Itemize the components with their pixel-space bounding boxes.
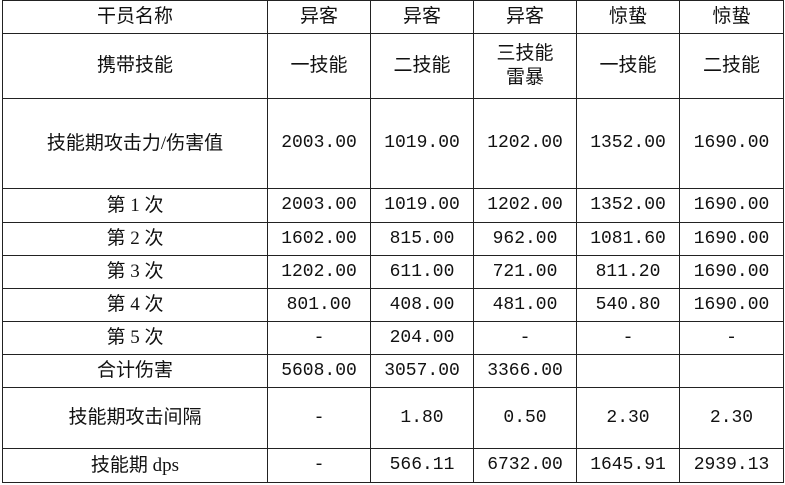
value-cell: 481.00 — [473, 288, 577, 322]
value-cell: 5608.00 — [267, 354, 371, 388]
row-label: 技能期攻击力/伤害值 — [2, 98, 268, 189]
value-cell: 1690.00 — [679, 255, 784, 289]
table-row: 第 1 次 2003.00 1019.00 1202.00 1352.00 1690.00 — [2, 188, 784, 223]
skill-name: 二技能 — [679, 33, 784, 99]
value-cell: 204.00 — [370, 321, 474, 355]
value-cell: 1202.00 — [473, 98, 577, 189]
value-cell: 1.80 — [370, 387, 474, 449]
table-row: 第 3 次 1202.00 611.00 721.00 811.20 1690.00 — [2, 255, 784, 289]
value-cell: - — [679, 321, 784, 355]
value-cell: 801.00 — [267, 288, 371, 322]
row-label: 第 3 次 — [2, 255, 268, 289]
table-row: 技能期攻击间隔 -1.80 0.50 2.30 2.30 — [2, 387, 784, 449]
header-row: 干员名称 异客 异客 异客 惊蛰 惊蛰 — [2, 0, 784, 34]
row-label: 第 4 次 — [2, 288, 268, 322]
value-cell — [576, 354, 680, 388]
operator-name: 异客 — [267, 0, 371, 34]
value-cell: 1645.91 — [576, 448, 680, 483]
value-cell: 962.00 — [473, 222, 577, 256]
operator-name: 惊蛰 — [679, 0, 784, 34]
value-cell: 1690.00 — [679, 98, 784, 189]
operator-name: 异客 — [473, 0, 577, 34]
table-row: 技能期攻击力/伤害值 2003.00 1019.00 1202.00 1352.00 16… — [2, 98, 784, 189]
value-cell — [679, 354, 784, 388]
skill-row: 携带技能 一技能 二技能 三技能 雷暴 一技能 二技能 — [2, 33, 784, 99]
value-cell: 815.00 — [370, 222, 474, 256]
row-label: 技能期 dps — [2, 448, 268, 483]
skill-label: 携带技能 — [2, 33, 268, 99]
value-cell: 2003.00 — [267, 188, 371, 223]
table-row: 合计伤害 5608.00 3057.00 3366.00 — [2, 354, 784, 388]
value-cell: 1352.00 — [576, 188, 680, 223]
value-cell: 1690.00 — [679, 288, 784, 322]
value-cell: 3366.00 — [473, 354, 577, 388]
operator-name: 异客 — [370, 0, 474, 34]
skill-name: 三技能 雷暴 — [473, 33, 577, 99]
value-cell: 811.20 — [576, 255, 680, 289]
value-cell: 2939.13 — [679, 448, 784, 483]
value-cell: 6732.00 — [473, 448, 577, 483]
value-cell: 3057.00 — [370, 354, 474, 388]
row-label: 技能期攻击间隔 — [2, 387, 268, 449]
table-row: 第 4 次 801.00 408.00 481.00 540.80 1690.00 — [2, 288, 784, 322]
row-label: 第 5 次 — [2, 321, 268, 355]
row-label: 第 2 次 — [2, 222, 268, 256]
value-cell: 2.30 — [679, 387, 784, 449]
value-cell: - — [267, 321, 371, 355]
value-cell: 1202.00 — [473, 188, 577, 223]
value-cell: 1081.60 — [576, 222, 680, 256]
header-label: 干员名称 — [2, 0, 268, 34]
row-label: 合计伤害 — [2, 354, 268, 388]
skill-name: 一技能 — [576, 33, 680, 99]
value-cell: 1202.00 — [267, 255, 371, 289]
value-cell: 540.80 — [576, 288, 680, 322]
value-cell: 1019.00 — [370, 98, 474, 189]
value-cell: - — [576, 321, 680, 355]
value-cell: 408.00 — [370, 288, 474, 322]
value-cell: 611.00 — [370, 255, 474, 289]
skill-name: 一技能 — [267, 33, 371, 99]
value-cell: 721.00 — [473, 255, 577, 289]
skill-name: 二技能 — [370, 33, 474, 99]
table-row: 技能期 dps -566.11 6732.00 1645.91 2939.13 — [2, 448, 784, 483]
value-cell: 0.50 — [473, 387, 577, 449]
value-cell: 2003.00 — [267, 98, 371, 189]
value-cell: 566.11 — [370, 448, 474, 483]
value-cell: 1602.00 — [267, 222, 371, 256]
row-label: 第 1 次 — [2, 188, 268, 223]
table-row: 第 5 次 -204.00- - - — [2, 321, 784, 355]
table-row: 第 2 次 1602.00 815.00 962.00 1081.60 1690.00 — [2, 222, 784, 256]
operator-name: 惊蛰 — [576, 0, 680, 34]
value-cell: - — [473, 321, 577, 355]
value-cell: 1352.00 — [576, 98, 680, 189]
value-cell: 1019.00 — [370, 188, 474, 223]
value-cell: 1690.00 — [679, 188, 784, 223]
value-cell: 1690.00 — [679, 222, 784, 256]
value-cell: - — [267, 387, 371, 449]
value-cell: 2.30 — [576, 387, 680, 449]
value-cell: - — [267, 448, 371, 483]
